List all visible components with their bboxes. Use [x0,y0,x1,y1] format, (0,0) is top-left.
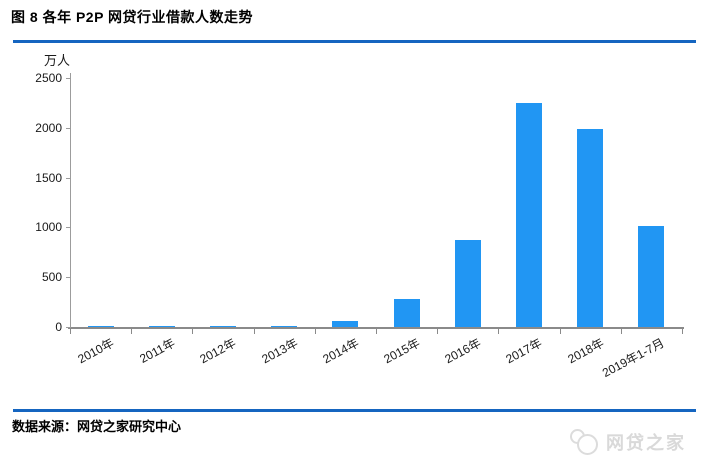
bar-2015年 [393,298,420,327]
y-tick-label: 1000 [35,220,62,235]
bar-2019年1-7月 [638,225,665,327]
x-axis-label: 2011年 [137,335,178,366]
bar-2016年 [454,239,481,327]
x-axis-line [68,327,684,329]
x-axis-label: 2016年 [442,335,484,367]
x-tick-mark [192,329,194,334]
bar-2010年 [87,326,114,327]
bar-chart: 万人 0 500 1000 1500 2000 2500 2010年 2011年 2012年 2… [0,46,702,406]
x-tick-mark [498,329,500,334]
y-tick-mark [66,127,71,129]
x-tick-mark [437,329,439,334]
x-axis-label: 2018年 [564,335,606,367]
wdzj-logo-icon [570,429,598,455]
x-tick-mark [682,329,683,334]
x-axis-label: 2017年 [503,335,545,367]
y-tick-label: 2500 [35,71,62,85]
y-tick-label: 2000 [35,120,62,135]
x-tick-mark [70,329,71,334]
y-tick-mark [66,227,71,229]
bar-2012年 [210,325,236,327]
x-axis-label: 2013年 [258,335,300,367]
x-axis-label: 2014年 [320,335,361,367]
y-tick-mark [66,177,71,179]
y-tick-label: 0 [55,320,62,334]
x-tick-mark [559,329,561,334]
bar-2018年 [577,128,604,327]
x-tick-mark [253,329,255,334]
y-tick-label: 1500 [35,170,62,185]
x-tick-mark [620,329,622,334]
y-tick-label: 500 [41,270,62,285]
y-tick-mark [66,277,71,279]
bar-2011年 [148,325,175,327]
x-axis-label: 2010年 [75,335,117,367]
figure-title: 图 8 各年 P2P 网贷行业借款人数走势 [11,9,254,25]
bar-2014年 [332,320,359,327]
bar-2013年 [271,325,298,327]
y-axis-line [70,73,71,328]
top-divider-line [13,40,696,43]
data-source-note: 数据来源：网贷之家研究中心 [12,419,182,434]
x-axis-label: 2015年 [381,335,423,367]
watermark-label: 网贷之家 [606,433,686,453]
y-axis-unit-label: 万人 [44,53,71,68]
y-tick-mark [66,78,71,79]
x-tick-mark [131,329,133,334]
x-axis-label: 2012年 [197,335,239,367]
watermark: 网贷之家 [570,429,686,455]
bottom-divider-line [13,409,696,412]
y-tick-mark [66,327,71,328]
x-tick-mark [376,329,377,334]
x-axis-label: 2019年1-7月 [600,335,667,381]
bar-2017年 [516,103,542,327]
x-tick-mark [314,329,316,334]
